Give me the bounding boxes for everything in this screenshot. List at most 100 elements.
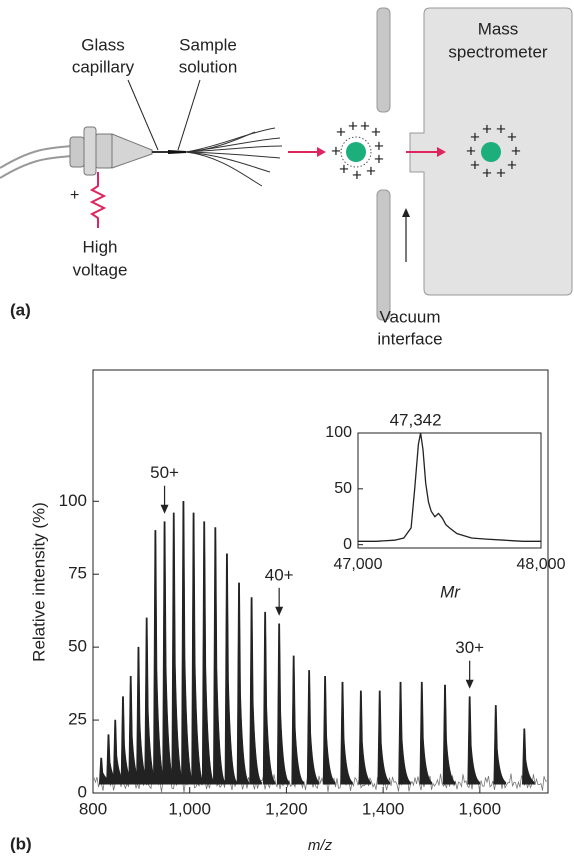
y-tick-label: 50 <box>334 480 352 497</box>
diagram: + + + + +++++++ + + + +++++++ Glass capillary <box>0 7 573 348</box>
peak <box>236 582 250 785</box>
svg-text:+: + <box>366 161 376 180</box>
peak <box>224 553 238 785</box>
vacuum-wall <box>376 189 391 321</box>
x-tick-label: 1,400 <box>362 799 405 818</box>
plot-frame <box>92 369 549 794</box>
peak <box>377 690 391 785</box>
y-tick-label: 25 <box>68 710 87 729</box>
svg-text:+: + <box>374 136 384 155</box>
y-tick-label: 75 <box>68 564 87 583</box>
label: spectrometer <box>448 42 548 61</box>
peak <box>276 623 290 785</box>
peak <box>442 684 456 785</box>
svg-text:+: + <box>470 127 480 146</box>
peak <box>521 728 535 785</box>
inset-x-axis-label: Mr <box>440 582 461 601</box>
svg-text:+: + <box>482 119 492 138</box>
vacuum-arrow <box>402 208 410 262</box>
x-axis-label: m/z <box>308 837 333 854</box>
connector <box>83 126 97 176</box>
svg-text:+: + <box>496 163 506 182</box>
peak <box>467 696 480 785</box>
svg-text:+: + <box>374 149 384 168</box>
y-tick-label: 50 <box>68 637 87 656</box>
connector <box>69 136 85 168</box>
svg-text:+: + <box>496 119 506 138</box>
label: High <box>83 237 118 256</box>
sample-tip <box>168 150 186 154</box>
label: capillary <box>72 57 135 76</box>
label: voltage <box>73 260 128 279</box>
label: Sample <box>179 35 237 54</box>
panel-label: (b) <box>10 834 32 853</box>
peak <box>191 512 204 785</box>
peak <box>262 611 276 785</box>
spray <box>185 127 283 187</box>
x-tick-label: 47,000 <box>334 556 383 573</box>
annotation-arrowhead <box>275 606 284 616</box>
cable <box>0 145 73 169</box>
annotation: 30+ <box>455 638 484 657</box>
peak-annotation: 47,342 <box>390 410 442 429</box>
peak <box>419 681 433 785</box>
x-tick-label: 1,600 <box>459 799 502 818</box>
cone <box>111 133 153 169</box>
svg-text:+: + <box>511 141 521 160</box>
label: Glass <box>81 35 124 54</box>
svg-text:+: + <box>352 165 362 184</box>
y-tick-label: 0 <box>343 536 352 553</box>
cable <box>0 155 73 179</box>
connector <box>95 133 113 169</box>
svg-text:+: + <box>466 141 476 160</box>
svg-text:+: + <box>371 122 381 141</box>
svg-text:+: + <box>507 155 517 174</box>
y-tick-label: 100 <box>59 491 87 510</box>
svg-text:+: + <box>470 155 480 174</box>
svg-text:+: + <box>336 122 346 141</box>
ion: + + + +++++++ <box>466 119 521 182</box>
peak <box>306 670 320 785</box>
svg-text:+: + <box>360 116 370 135</box>
label: Mass <box>478 19 519 38</box>
chart-layer: 800 1,000 1,200 1,400 1,600 0 25 50 75 100 50+ 40+ 3… <box>59 410 566 818</box>
arrow <box>288 147 326 157</box>
high-voltage-wire <box>89 172 107 228</box>
svg-text:+: + <box>331 141 341 160</box>
x-tick-label: 800 <box>79 799 107 818</box>
peak <box>291 655 304 785</box>
x-tick-label: 1,200 <box>265 799 308 818</box>
annotation-arrowhead <box>465 679 474 689</box>
vacuum-wall <box>376 7 391 113</box>
panel-label: (a) <box>10 300 31 319</box>
leader-line <box>177 79 201 151</box>
peak <box>249 597 262 785</box>
plus-sign: + <box>70 187 79 204</box>
peak <box>340 681 353 785</box>
svg-text:+: + <box>339 159 349 178</box>
leader-line <box>127 79 159 151</box>
arrow <box>406 147 446 157</box>
peak <box>358 690 372 785</box>
annotation: 40+ <box>265 565 294 584</box>
label: Vacuum <box>379 307 440 326</box>
y-tick-label: 0 <box>78 782 87 801</box>
y-tick-label: 100 <box>325 424 352 441</box>
annotation-arrowhead <box>160 504 169 514</box>
x-tick-label: 1,000 <box>168 799 211 818</box>
annotation: 50+ <box>150 463 179 482</box>
svg-text:+: + <box>482 163 492 182</box>
y-axis-label: Relative intensity (%) <box>29 502 48 662</box>
label: interface <box>377 329 442 348</box>
svg-text:+: + <box>348 116 358 135</box>
peak <box>398 681 411 785</box>
peak <box>201 521 215 785</box>
peak <box>493 705 507 785</box>
peak <box>213 527 226 785</box>
line <box>358 432 541 542</box>
x-tick-label: 48,000 <box>517 556 566 573</box>
label: solution <box>179 57 238 76</box>
peak <box>322 676 336 785</box>
droplet: + + + +++++++ <box>331 116 384 184</box>
